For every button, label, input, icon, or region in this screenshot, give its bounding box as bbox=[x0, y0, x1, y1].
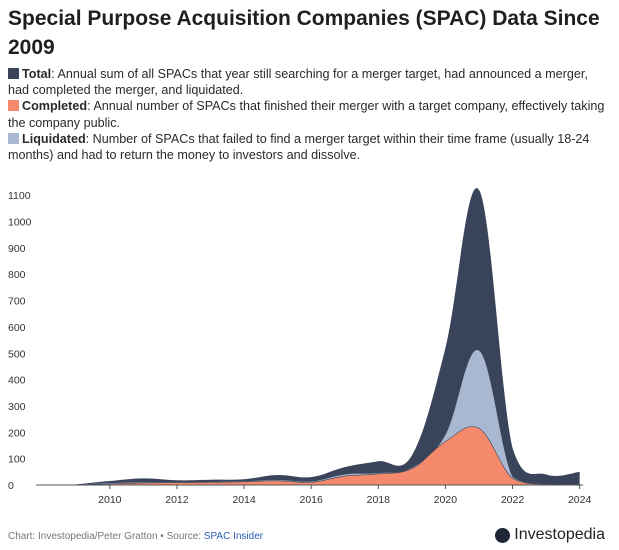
y-tick-label: 200 bbox=[8, 427, 26, 439]
source-link[interactable]: SPAC Insider bbox=[203, 531, 264, 542]
legend-desc-completed: : Annual number of SPACs that finished t… bbox=[8, 99, 605, 130]
series-area-completed bbox=[75, 426, 580, 486]
brand-logo: Investopedia bbox=[495, 526, 605, 544]
x-tick-label: 2010 bbox=[98, 494, 122, 506]
brand-name: Investopedia bbox=[514, 526, 605, 543]
investopedia-logo-icon bbox=[495, 527, 511, 543]
legend-item-liquidated: Liquidated: Number of SPACs that failed … bbox=[8, 131, 608, 163]
x-tick-label: 2024 bbox=[568, 494, 592, 506]
legend-label-completed: Completed bbox=[22, 99, 88, 114]
legend-item-completed: Completed: Annual number of SPACs that f… bbox=[8, 98, 608, 130]
y-tick-label: 1000 bbox=[8, 217, 32, 229]
y-tick-label: 400 bbox=[8, 375, 26, 387]
legend-label-liquidated: Liquidated bbox=[22, 131, 86, 146]
legend-label-total: Total bbox=[22, 67, 52, 81]
y-tick-label: 0 bbox=[8, 480, 14, 492]
y-tick-label: 900 bbox=[8, 243, 26, 255]
y-tick-label: 800 bbox=[8, 269, 26, 281]
legend-item-total: Total: Annual sum of all SPACs that year… bbox=[8, 66, 608, 98]
y-tick-label: 500 bbox=[8, 348, 26, 360]
series-area-total bbox=[76, 188, 580, 485]
y-tick-label: 100 bbox=[8, 454, 26, 466]
y-tick-label: 700 bbox=[8, 296, 26, 308]
legend-swatch-total bbox=[8, 68, 19, 79]
footer-credit: Chart: Investopedia/Peter Gratton • Sour… bbox=[8, 531, 204, 542]
chart-title: Special Purpose Acquisition Companies (S… bbox=[8, 7, 600, 59]
footer: Chart: Investopedia/Peter Gratton • Sour… bbox=[8, 531, 263, 542]
x-tick-label: 2016 bbox=[299, 494, 323, 506]
legend-swatch-completed bbox=[8, 100, 19, 112]
legend: Total: Annual sum of all SPACs that year… bbox=[8, 66, 608, 163]
y-tick-label: 300 bbox=[8, 401, 26, 413]
x-tick-label: 2018 bbox=[367, 494, 391, 506]
x-tick-label: 2020 bbox=[434, 494, 458, 506]
x-tick-label: 2022 bbox=[501, 494, 525, 506]
legend-desc-total: : Annual sum of all SPACs that year stil… bbox=[8, 67, 588, 98]
y-tick-label: 1100 bbox=[8, 190, 31, 202]
x-tick-label: 2012 bbox=[165, 494, 189, 506]
legend-desc-liquidated: : Number of SPACs that failed to find a … bbox=[8, 131, 590, 163]
x-tick-label: 2014 bbox=[232, 494, 256, 506]
legend-swatch-liquidated bbox=[8, 132, 19, 144]
y-tick-label: 600 bbox=[8, 322, 26, 334]
area-chart: 0 100 200 300 400 500 600 700 800 900 1000 1100 2010… bbox=[8, 188, 592, 506]
